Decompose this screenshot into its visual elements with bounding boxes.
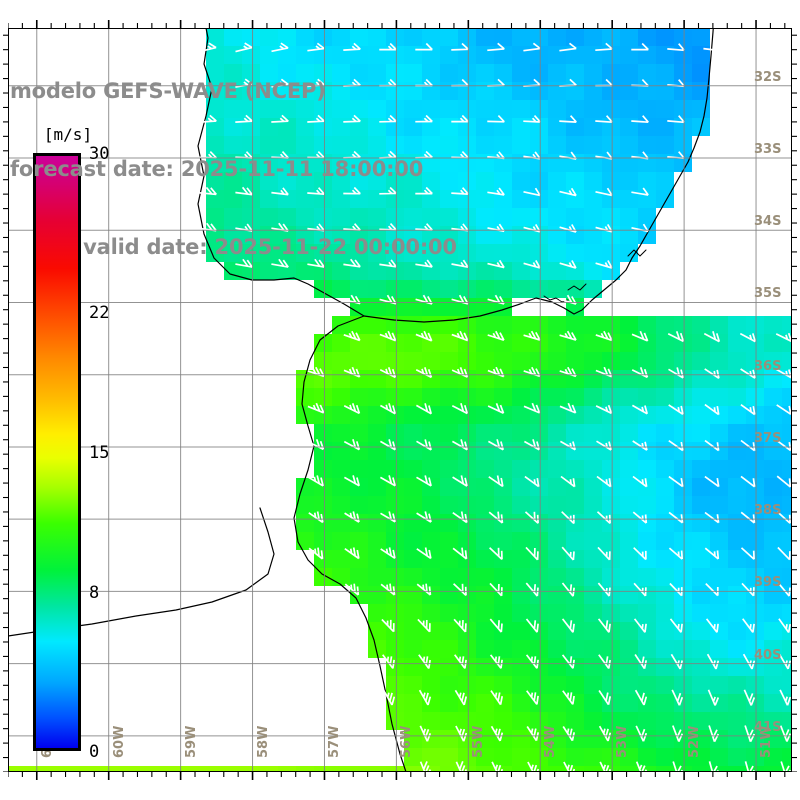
lon-label-54W: 54W (543, 725, 559, 758)
bottom-tick-axis (8, 772, 786, 780)
colorbar-tick-0: 0 (89, 742, 100, 762)
graticule-overlay (8, 28, 792, 772)
lat-label-38S: 38S (754, 503, 782, 519)
windspeed-raster (8, 28, 792, 772)
lat-label-40S: 40S (754, 647, 782, 663)
lon-label-57W: 57W (327, 725, 343, 758)
coastline-overlay (8, 28, 714, 772)
figure-title-block: modelo GEFS-WAVE (NCEP) forecast date: 2… (10, 26, 530, 312)
lon-label-55W: 55W (471, 725, 487, 758)
lat-label-36S: 36S (754, 358, 782, 374)
colorbar: [m/s] 30 22 15 8 0 (33, 125, 109, 762)
colorbar-box (33, 153, 81, 751)
top-tick-axis (8, 20, 786, 28)
lon-label-53W: 53W (615, 725, 631, 758)
colorbar-tick-22: 22 (89, 303, 110, 324)
colorbar-unit-label: [m/s] (43, 125, 93, 144)
title-valid-date: valid date: 2025-11-22 00:00:00 (83, 235, 457, 259)
colorbar-tick-8: 8 (89, 582, 100, 603)
lat-label-37S: 37S (754, 430, 782, 446)
left-tick-axis (3, 34, 8, 772)
lon-label-52W: 52W (687, 725, 703, 758)
lat-label-32S: 32S (754, 69, 782, 85)
right-tick-axis (792, 34, 797, 772)
lat-label-34S: 34S (754, 214, 782, 230)
colorbar-gradient (36, 156, 78, 748)
lat-label-41S: 41S (754, 719, 782, 735)
wind-barb-overlay (199, 42, 792, 772)
lon-label-56W: 56W (399, 725, 415, 758)
lon-label-60W: 60W (111, 725, 127, 758)
colorbar-tick-30: 30 (89, 144, 110, 164)
lat-label-33S: 33S (754, 142, 782, 158)
colorbar-tick-15: 15 (89, 443, 110, 463)
lon-label-51W: 51W (759, 725, 775, 758)
title-model: modelo GEFS-WAVE (NCEP) (10, 79, 326, 103)
lon-label-59W: 59W (183, 725, 199, 758)
lat-label-39S: 39S (754, 575, 782, 591)
lat-label-35S: 35S (754, 286, 782, 302)
title-forecast-date: forecast date: 2025-11-11 18:00:00 (10, 157, 424, 181)
map-plot-area (8, 28, 792, 772)
lon-label-58W: 58W (255, 725, 271, 758)
